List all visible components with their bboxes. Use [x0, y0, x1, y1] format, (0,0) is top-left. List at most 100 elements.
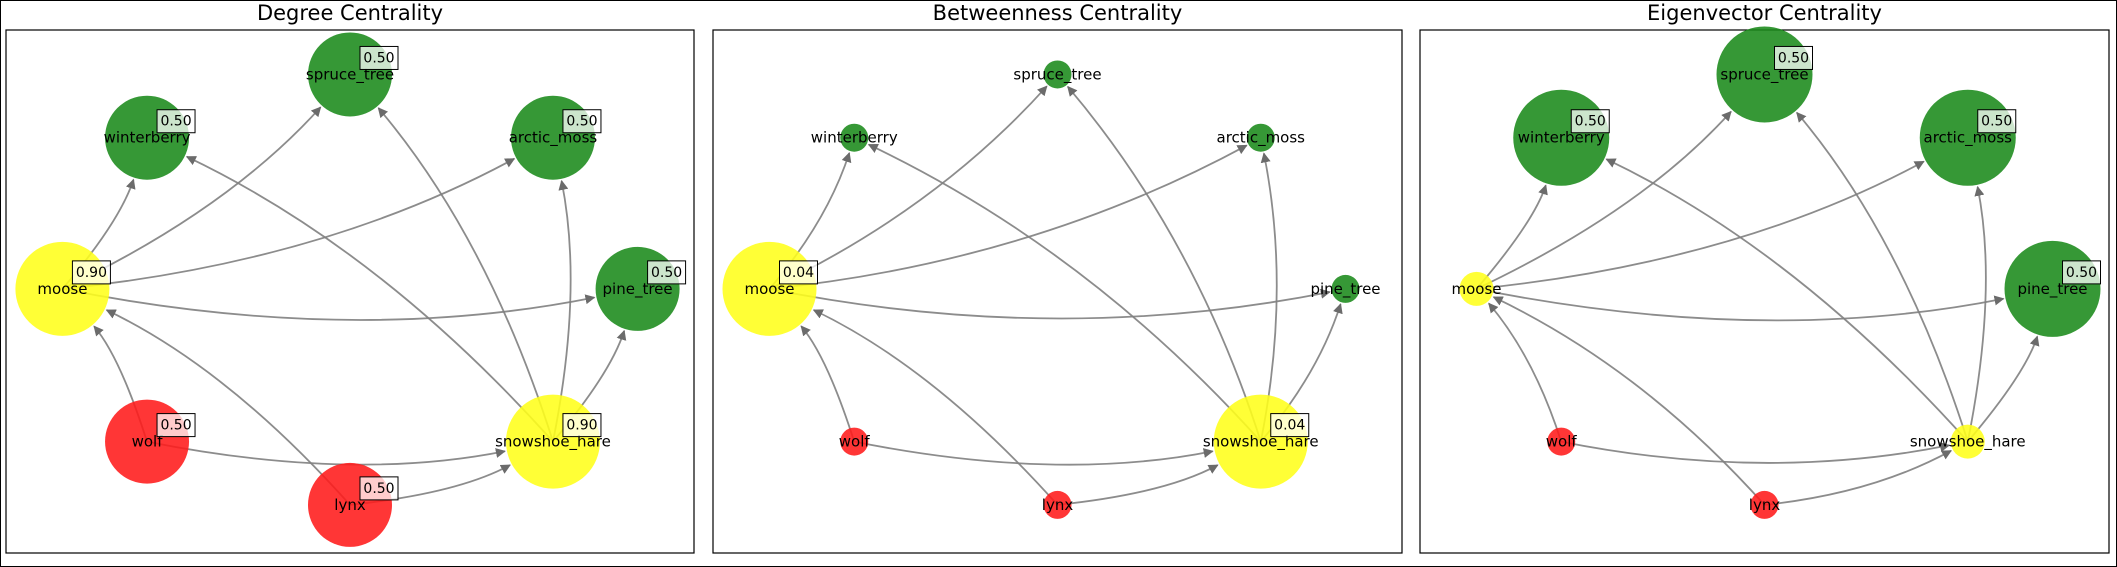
- node-label-wolf: wolf: [132, 433, 164, 451]
- value-label: 0.50: [1981, 114, 2012, 130]
- edge-wolf-to-snowshoe_hare: [854, 440, 1214, 466]
- edge-snowshoe_hare-to-spruce_tree: [1067, 85, 1262, 442]
- value-box-snowshoe-hare: 0.04: [1270, 413, 1310, 438]
- value-label: 0.90: [76, 265, 107, 281]
- node-label-spruce-tree: spruce_tree: [1013, 65, 1101, 84]
- panel-frame: [5, 29, 695, 554]
- value-box-winterberry: 0.50: [1570, 109, 1610, 134]
- value-label: 0.04: [783, 265, 814, 281]
- edge-snowshoe_hare-to-arctic_moss: [1966, 185, 1987, 442]
- edge-lynx-to-snowshoe_hare: [1057, 464, 1219, 506]
- node-spruce-tree: [1043, 60, 1072, 89]
- node-label-winterberry: winterberry: [104, 129, 191, 147]
- node-label-arctic-moss: arctic_moss: [509, 129, 598, 148]
- node-label-wolf: wolf: [839, 433, 871, 451]
- panel-1: Degree Centrality spruce_tree winterberry a…: [5, 1, 695, 554]
- edge-snowshoe_hare-to-spruce_tree: [1796, 111, 1969, 442]
- node-label-arctic-moss: arctic_moss: [1217, 129, 1306, 148]
- node-winterberry: [840, 123, 869, 152]
- node-label-winterberry: winterberry: [1518, 129, 1605, 147]
- node-label-spruce-tree: spruce_tree: [1720, 65, 1808, 84]
- node-label-snowshoe-hare: snowshoe_hare: [495, 433, 611, 452]
- edge-layer: [61, 106, 627, 506]
- value-label: 0.90: [566, 418, 597, 434]
- value-label: 0.50: [160, 114, 191, 130]
- value-box-arctic-moss: 0.50: [1977, 109, 2017, 134]
- edge-layer: [1475, 110, 2040, 506]
- value-label: 0.50: [363, 481, 394, 497]
- node-label-wolf: wolf: [1546, 433, 1578, 451]
- node-label-pine-tree: pine_tree: [1310, 280, 1380, 299]
- value-layer: 0.50 0.50 0.50 0.50: [1570, 45, 2102, 285]
- value-label: 0.50: [363, 50, 394, 66]
- node-label-moose: moose: [1451, 280, 1501, 298]
- edge-snowshoe_hare-to-spruce_tree: [377, 107, 554, 442]
- value-layer: 0.04 0.04: [778, 260, 1310, 438]
- edge-lynx-to-moose: [812, 309, 1059, 506]
- value-label: 0.50: [651, 265, 682, 281]
- value-box-spruce-tree: 0.50: [359, 45, 399, 70]
- value-label: 0.50: [566, 114, 597, 130]
- value-box-moose: 0.04: [778, 260, 818, 285]
- edge-moose-to-arctic_moss: [1476, 160, 1925, 290]
- node-pine-tree: [1331, 274, 1360, 303]
- edge-moose-to-winterberry: [1475, 184, 1548, 290]
- value-box-arctic-moss: 0.50: [562, 109, 602, 134]
- edge-moose-to-arctic_moss: [769, 144, 1248, 290]
- node-label-snowshoe-hare: snowshoe_hare: [1203, 433, 1319, 452]
- value-box-winterberry: 0.50: [156, 109, 196, 134]
- node-lynx: [1043, 490, 1072, 519]
- edge-lynx-to-moose: [1492, 296, 1766, 506]
- edge-wolf-to-snowshoe_hare: [146, 440, 506, 466]
- panel-title: Betweenness Centrality: [933, 1, 1183, 25]
- panel-frame: [712, 29, 1403, 554]
- value-box-wolf: 0.50: [156, 413, 196, 438]
- edge-moose-to-pine_tree: [769, 288, 1331, 320]
- value-box-pine-tree: 0.50: [647, 260, 687, 285]
- panel-2: Betweenness Centrality spruce_treewinterb…: [712, 1, 1403, 554]
- node-arctic-moss: [1246, 123, 1275, 152]
- value-label: 0.50: [1575, 114, 1606, 130]
- value-box-pine-tree: 0.50: [2062, 260, 2102, 285]
- node-label-snowshoe-hare: snowshoe_hare: [1910, 433, 2026, 452]
- node-label-lynx: lynx: [1749, 496, 1781, 514]
- edge-snowshoe_hare-to-pine_tree: [1967, 335, 2040, 443]
- edge-moose-to-arctic_moss: [62, 157, 516, 290]
- node-label-pine-tree: pine_tree: [2017, 280, 2087, 299]
- panel-3: Eigenvector Centrality spruce_treewinterb…: [1419, 1, 2110, 554]
- value-box-spruce-tree: 0.50: [1774, 45, 1813, 70]
- node-label-lynx: lynx: [1042, 496, 1074, 514]
- edge-snowshoe_hare-to-winterberry: [185, 155, 554, 443]
- value-label: 0.50: [1778, 50, 1809, 66]
- node-label-lynx: lynx: [334, 496, 366, 514]
- edge-lynx-to-snowshoe_hare: [1764, 449, 1952, 506]
- edge-lynx-to-moose: [105, 309, 351, 506]
- edge-wolf-to-moose: [800, 325, 856, 442]
- edge-moose-to-pine_tree: [1476, 288, 2005, 322]
- node-moose: [1459, 271, 1494, 306]
- edge-moose-to-pine_tree: [62, 288, 596, 321]
- edge-wolf-to-snowshoe_hare: [1561, 440, 1951, 464]
- node-label-spruce-tree: spruce_tree: [306, 65, 394, 84]
- value-label: 0.04: [1274, 418, 1305, 434]
- edge-moose-to-spruce_tree: [1476, 110, 1732, 290]
- edge-wolf-to-moose: [1488, 302, 1563, 442]
- edge-snowshoe_hare-to-winterberry: [867, 143, 1262, 443]
- node-label-arctic-moss: arctic_moss: [1924, 129, 2013, 148]
- value-layer: 0.50 0.50 0.50 0.90 0.50 0.50 0.90 0.50: [71, 45, 687, 501]
- node-label-winterberry: winterberry: [811, 129, 898, 147]
- node-wolf: [840, 427, 869, 456]
- node-label-pine-tree: pine_tree: [603, 280, 673, 299]
- node-snowshoe-hare: [1950, 424, 1985, 459]
- panel-title: Eigenvector Centrality: [1647, 1, 1882, 25]
- edge-layer: [768, 85, 1343, 506]
- node-lynx: [1750, 490, 1779, 519]
- value-label: 0.50: [160, 418, 191, 434]
- panel-title: Degree Centrality: [257, 1, 443, 25]
- edge-snowshoe_hare-to-winterberry: [1605, 158, 1969, 443]
